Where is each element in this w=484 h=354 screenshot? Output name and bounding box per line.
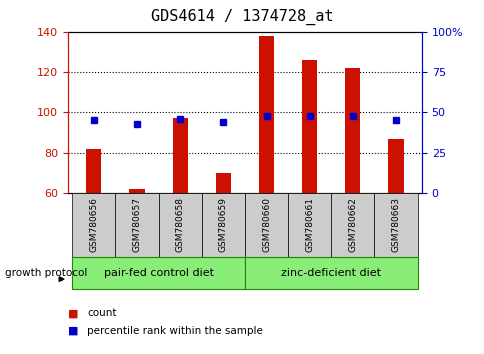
Text: GSM780659: GSM780659: [218, 197, 227, 252]
Text: ■: ■: [68, 326, 78, 336]
Bar: [258, 36, 273, 193]
Bar: [201, 193, 244, 257]
Text: GSM780657: GSM780657: [132, 197, 141, 252]
Bar: [158, 193, 201, 257]
Bar: [244, 193, 287, 257]
Bar: [215, 173, 230, 193]
Bar: [302, 60, 317, 193]
Text: count: count: [87, 308, 117, 318]
Bar: [244, 257, 417, 289]
Bar: [345, 68, 360, 193]
Text: GSM780662: GSM780662: [348, 197, 357, 252]
Bar: [172, 119, 187, 193]
Text: GSM780661: GSM780661: [304, 197, 314, 252]
Bar: [374, 193, 417, 257]
Bar: [86, 149, 101, 193]
Bar: [331, 193, 374, 257]
Text: zinc-deficient diet: zinc-deficient diet: [281, 268, 380, 278]
Bar: [129, 189, 144, 193]
Text: percentile rank within the sample: percentile rank within the sample: [87, 326, 263, 336]
Text: GSM780658: GSM780658: [175, 197, 184, 252]
Text: GSM780660: GSM780660: [261, 197, 271, 252]
Text: GSM780663: GSM780663: [391, 197, 400, 252]
Text: ■: ■: [68, 308, 78, 318]
Text: GDS4614 / 1374728_at: GDS4614 / 1374728_at: [151, 9, 333, 25]
Text: growth protocol: growth protocol: [5, 268, 87, 278]
Text: GSM780656: GSM780656: [89, 197, 98, 252]
Bar: [115, 193, 158, 257]
Bar: [388, 138, 403, 193]
Text: pair-fed control diet: pair-fed control diet: [104, 268, 213, 278]
Bar: [287, 193, 331, 257]
Bar: [72, 193, 115, 257]
Bar: [72, 257, 244, 289]
